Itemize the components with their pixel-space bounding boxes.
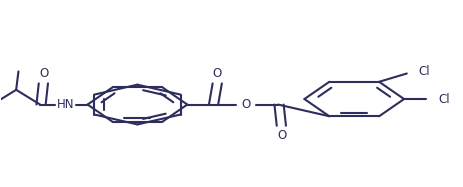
Text: Cl: Cl <box>418 65 429 78</box>
Text: O: O <box>241 98 250 111</box>
Text: O: O <box>212 67 221 80</box>
Text: O: O <box>276 129 286 142</box>
Text: Cl: Cl <box>438 93 449 105</box>
Text: HN: HN <box>56 98 74 111</box>
Text: O: O <box>39 67 48 80</box>
